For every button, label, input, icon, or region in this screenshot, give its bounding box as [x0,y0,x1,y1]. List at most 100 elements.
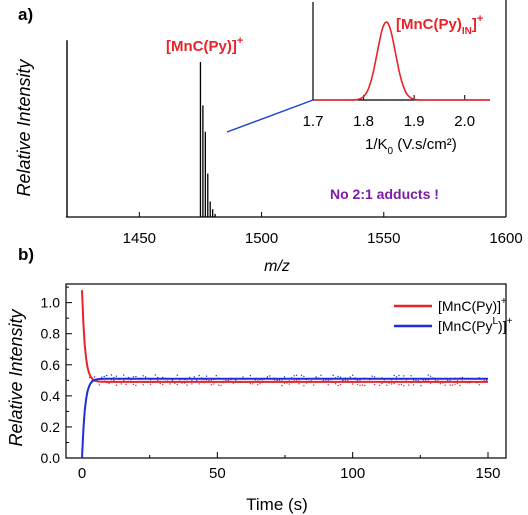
data-point [257,384,259,386]
data-point [295,374,298,376]
data-point [125,383,127,386]
data-point [373,376,376,378]
panel-b-y-tick-label: 0.4 [41,388,61,404]
data-point [105,374,108,377]
red-fit-line [81,290,488,383]
data-point [303,375,305,378]
inset-peak-curve [313,21,490,101]
data-point [344,379,347,381]
inset-peak-label: [MnC(Py)IN]+ [396,13,483,37]
legend-label-red: [MnC(Py)]+ [438,296,507,314]
data-point [393,374,395,377]
data-point [225,379,227,382]
data-point [162,383,164,386]
data-point [196,379,198,381]
data-point [398,374,400,377]
data-point [378,384,381,387]
data-point [213,383,215,385]
data-point [249,383,252,385]
data-point [198,374,200,377]
data-point [454,383,456,385]
data-point [439,383,442,385]
data-point [210,384,213,386]
data-point [315,376,317,378]
panel-b-x-tick-label: 50 [209,465,226,482]
data-point [93,376,96,378]
panel-a-x-tick-label: 1600 [489,230,522,247]
inset-connector-line [226,99,314,133]
data-point [293,379,295,382]
inset-x-tick-label: 1.7 [303,113,324,130]
data-point [451,384,454,386]
data-point [337,384,339,387]
panel-b-scatter [84,344,488,409]
data-point [447,379,449,381]
panel-a-spectrum [66,40,216,217]
data-point [429,375,432,377]
data-point [427,374,429,376]
panel-a-x-axis-label: m/z [264,258,290,275]
data-point [393,382,395,385]
data-point [332,374,334,377]
data-point [108,382,110,385]
data-point [176,374,178,376]
data-point [485,379,488,381]
inset-mobilogram: 1.7 1.8 1.9 2.0 1/K0 (V.s/cm²) [MnC(Py)IN]+ [303,2,490,157]
data-point [132,376,135,378]
data-point [373,383,376,386]
data-point [320,374,322,376]
data-point [400,383,403,386]
data-point [171,379,174,381]
data-point [132,383,135,386]
panel-a-y-axis-label: Relative Intensity [14,58,34,196]
data-point [242,376,244,378]
data-point [115,375,118,377]
data-point [459,384,461,387]
data-point [123,374,125,376]
inset-x-tick-label: 1.9 [404,113,425,130]
data-point [334,383,337,385]
data-point [266,376,269,378]
data-point [157,379,159,382]
data-point [186,384,188,386]
inset-x-tick-label: 2.0 [454,113,475,130]
data-point [176,383,178,386]
data-point [349,376,351,378]
panel-a-x-ticks: 1450 1500 1550 1600 [123,212,523,247]
data-point [162,376,164,379]
data-point [293,375,295,377]
panel-b-label: b) [18,245,34,264]
panel-a: a) Relative Intensity 1450 1500 1550 1600 m… [14,0,523,275]
data-point [408,384,410,386]
peak-label: [MnC(Py)]+ [166,35,243,55]
data-point [449,384,451,386]
data-point [135,375,137,378]
data-point [154,374,157,376]
data-point [191,383,193,385]
data-point [252,383,254,385]
data-point [337,375,339,378]
panel-b-x-tick-label: 100 [340,465,365,482]
data-point [110,374,113,376]
data-point [276,379,278,382]
data-point [169,383,171,385]
data-point [381,382,383,385]
data-point [142,375,144,377]
panel-b-y-tick-label: 0.8 [41,326,61,342]
data-point [298,383,300,385]
data-point [339,376,342,378]
data-point [371,375,373,377]
data-point [144,376,147,378]
panel-b-y-tick-label: 0.6 [41,357,61,373]
data-point [434,379,437,381]
data-point [259,383,261,385]
panel-b-y-tick-label: 1.0 [41,295,61,311]
data-point [359,384,361,387]
data-point [403,385,405,387]
data-point [281,384,283,387]
data-point [339,383,342,386]
data-point [198,383,200,385]
panel-a-x-tick-label: 1550 [367,230,400,247]
data-point [159,382,161,385]
data-point [403,375,405,377]
